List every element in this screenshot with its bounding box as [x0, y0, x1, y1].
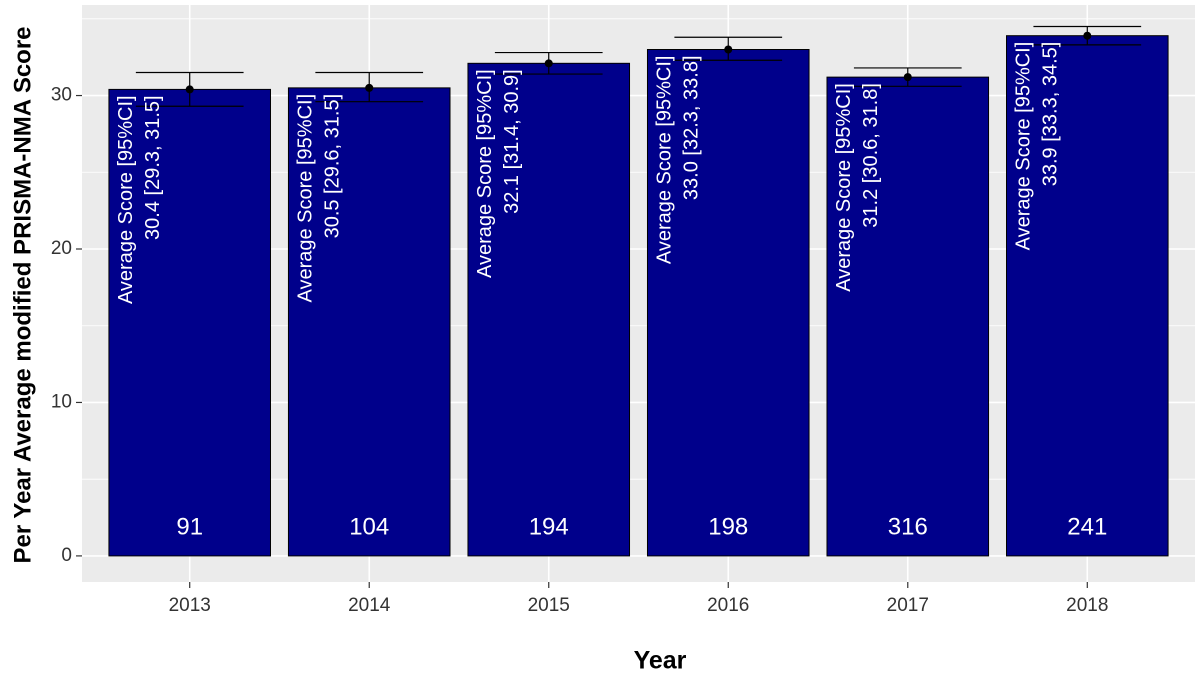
annotation: 33.0 [32.3, 33.8] [681, 56, 703, 201]
y-tick-label: 20 [51, 238, 72, 259]
annotation: 30.5 [29.6, 31.5] [322, 94, 344, 239]
annotation: 32.1 [31.4, 30.9] [501, 69, 523, 214]
annotation-heading: Average Score [95%CI] [654, 56, 676, 265]
count-label: 198 [708, 513, 748, 540]
x-axis-title: Year [634, 647, 687, 675]
bar [108, 88, 271, 557]
annotation-heading: Average Score [95%CI] [295, 94, 317, 303]
x-tick-label: 2013 [169, 595, 211, 616]
y-axis-title: Per Year Average modified PRISMA-NMA Sco… [9, 26, 36, 563]
x-tick-label: 2018 [1066, 595, 1108, 616]
annotation-heading: Average Score [95%CI] [1013, 42, 1035, 251]
x-tick-label: 2014 [348, 595, 391, 616]
x-tick-label: 2016 [707, 595, 749, 616]
annotation-heading: Average Score [95%CI] [833, 83, 855, 292]
x-tick-label: 2015 [528, 595, 570, 616]
count-label: 316 [888, 513, 928, 540]
annotation: 33.9 [33.3, 34.5] [1040, 42, 1062, 187]
annotation-heading: Average Score [95%CI] [115, 95, 137, 304]
bar [287, 87, 451, 557]
count-label: 241 [1067, 513, 1107, 540]
y-tick-label: 30 [51, 85, 72, 106]
x-tick-label: 2017 [887, 595, 929, 616]
bar [467, 62, 631, 557]
annotation-heading: Average Score [95%CI] [474, 69, 496, 278]
count-label: 104 [349, 513, 389, 540]
mean-point [544, 59, 553, 68]
mean-point [365, 83, 374, 92]
bar [646, 49, 810, 557]
y-tick-label: 10 [51, 391, 72, 412]
y-tick-label: 0 [61, 545, 72, 566]
mean-point [1083, 31, 1092, 40]
annotation: 31.2 [30.6, 31.8] [860, 83, 882, 228]
bar [1006, 35, 1169, 557]
count-label: 91 [176, 513, 203, 540]
bar [826, 76, 990, 557]
annotation: 30.4 [29.3, 31.5] [142, 95, 164, 240]
mean-point [185, 85, 194, 94]
mean-point [903, 73, 912, 82]
count-label: 194 [529, 513, 569, 540]
mean-point [724, 45, 733, 54]
